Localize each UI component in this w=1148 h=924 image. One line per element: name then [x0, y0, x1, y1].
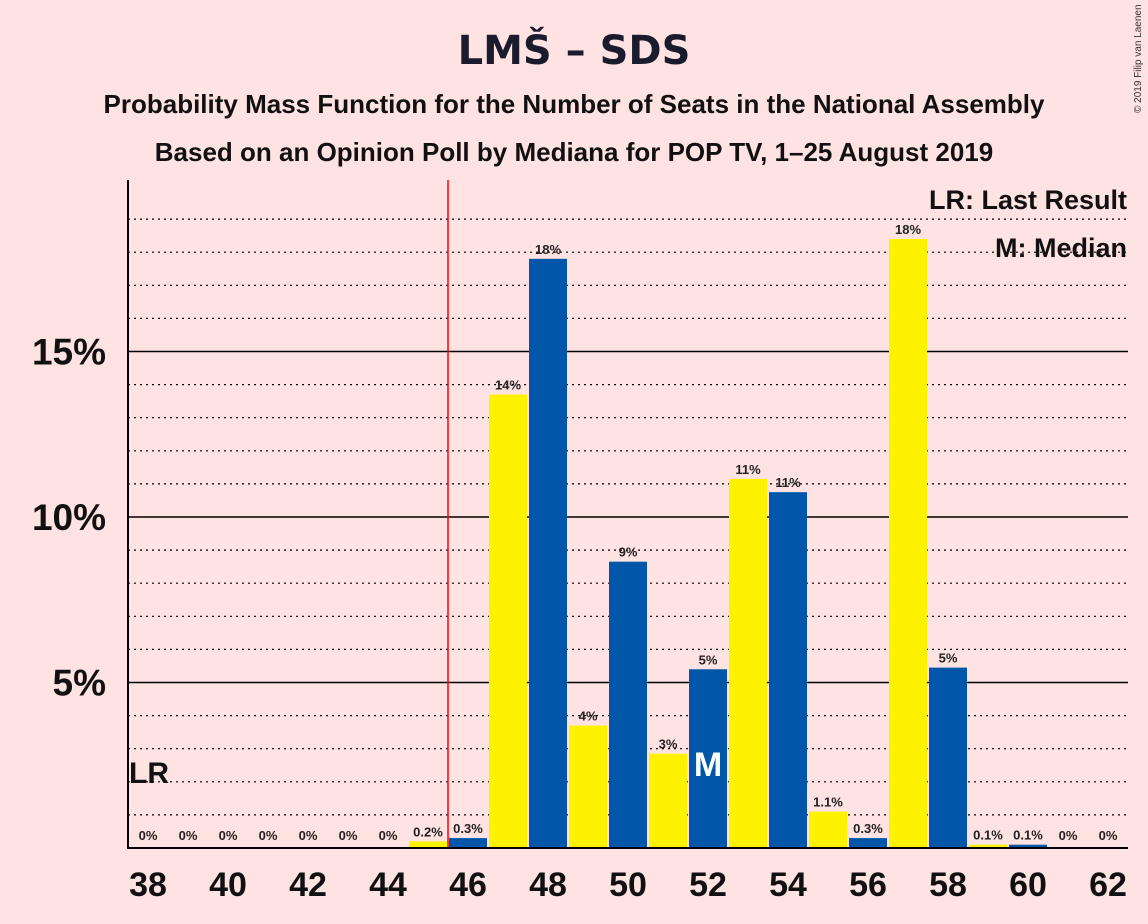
bar-seat-58: [929, 667, 967, 848]
bar-seat-47: [489, 394, 527, 848]
bar-value-label: 0%: [179, 828, 198, 843]
legend-last-result: LR: Last Result: [929, 185, 1127, 215]
legend-median: M: Median: [995, 233, 1127, 263]
chart-subtitle-2: Based on an Opinion Poll by Mediana for …: [155, 137, 993, 167]
bar-value-label: 14%: [495, 378, 521, 393]
bar-value-label: 5%: [699, 652, 718, 667]
bar-value-label: 0.3%: [853, 821, 883, 836]
axes-group: 5% 10% 15% 38 40 42 44 46 48 50 52 54 56 58 60 62: [32, 180, 1128, 904]
bars-group: 0% 0% 0% 0% 0% 0% 0% 0.2% 0.3% 14% 18% 4% 9% 3% 5% 11% 1…: [139, 222, 1118, 848]
markers-group: LR M: [129, 180, 722, 848]
bar-seat-59: [969, 844, 1007, 848]
chart-subtitle-1: Probability Mass Function for the Number…: [104, 89, 1046, 119]
y-tick-label: 10%: [32, 497, 106, 538]
bar-value-label: 5%: [939, 651, 958, 666]
bar-seat-54: [769, 492, 807, 848]
chart-title: LMŠ – SDS: [458, 26, 691, 74]
x-tick-label: 50: [609, 866, 647, 904]
bar-seat-57: [889, 238, 927, 848]
x-tick-label: 40: [209, 866, 247, 904]
median-marker: M: [694, 746, 722, 784]
bar-value-label: 1.1%: [813, 795, 843, 810]
bar-seat-53: [729, 478, 767, 848]
bar-value-label: 0%: [379, 828, 398, 843]
bar-value-label: 0%: [259, 828, 278, 843]
bar-value-label: 0.1%: [1013, 828, 1043, 843]
bar-value-label: 11%: [735, 462, 761, 477]
x-tick-label: 60: [1009, 866, 1047, 904]
bar-value-label: 0.2%: [413, 824, 443, 839]
bar-value-label: 0%: [1059, 828, 1078, 843]
bar-seat-48: [529, 258, 567, 848]
bar-value-label: 4%: [579, 709, 598, 724]
bar-seat-49: [569, 725, 607, 848]
bar-seat-45: [409, 841, 447, 848]
x-tick-label: 54: [769, 866, 807, 904]
bar-value-label: 0.3%: [453, 821, 483, 836]
bar-value-label: 3%: [659, 737, 678, 752]
y-tick-label: 15%: [32, 332, 106, 373]
bar-value-label: 0.1%: [973, 828, 1003, 843]
bar-seat-50: [609, 561, 647, 848]
bar-value-label: 18%: [535, 242, 561, 257]
bar-value-label: 0%: [1099, 828, 1118, 843]
bar-seat-51: [649, 753, 687, 848]
x-tick-label: 62: [1089, 866, 1127, 904]
bar-value-label: 0%: [139, 828, 158, 843]
bar-seat-52: [689, 669, 727, 848]
bar-value-label: 9%: [619, 545, 638, 560]
x-tick-label: 58: [929, 866, 967, 904]
bar-seat-46: [449, 838, 487, 848]
x-tick-label: 46: [449, 866, 487, 904]
x-tick-label: 52: [689, 866, 727, 904]
last-result-marker: LR: [129, 757, 169, 790]
bar-value-label: 0%: [299, 828, 318, 843]
bar-value-label: 0%: [219, 828, 238, 843]
x-tick-label: 38: [129, 866, 167, 904]
y-tick-label: 5%: [53, 663, 106, 704]
bar-value-label: 11%: [775, 475, 801, 490]
x-tick-label: 56: [849, 866, 887, 904]
bar-value-label: 0%: [339, 828, 358, 843]
bar-value-label: 18%: [895, 222, 921, 237]
x-tick-label: 44: [369, 866, 407, 904]
copyright-note: © 2019 Filip van Laenen: [1133, 4, 1144, 113]
bar-seat-55: [809, 811, 847, 848]
x-tick-label: 48: [529, 866, 567, 904]
bar-seat-56: [849, 838, 887, 848]
bar-seat-60: [1009, 844, 1047, 848]
x-tick-label: 42: [289, 866, 327, 904]
